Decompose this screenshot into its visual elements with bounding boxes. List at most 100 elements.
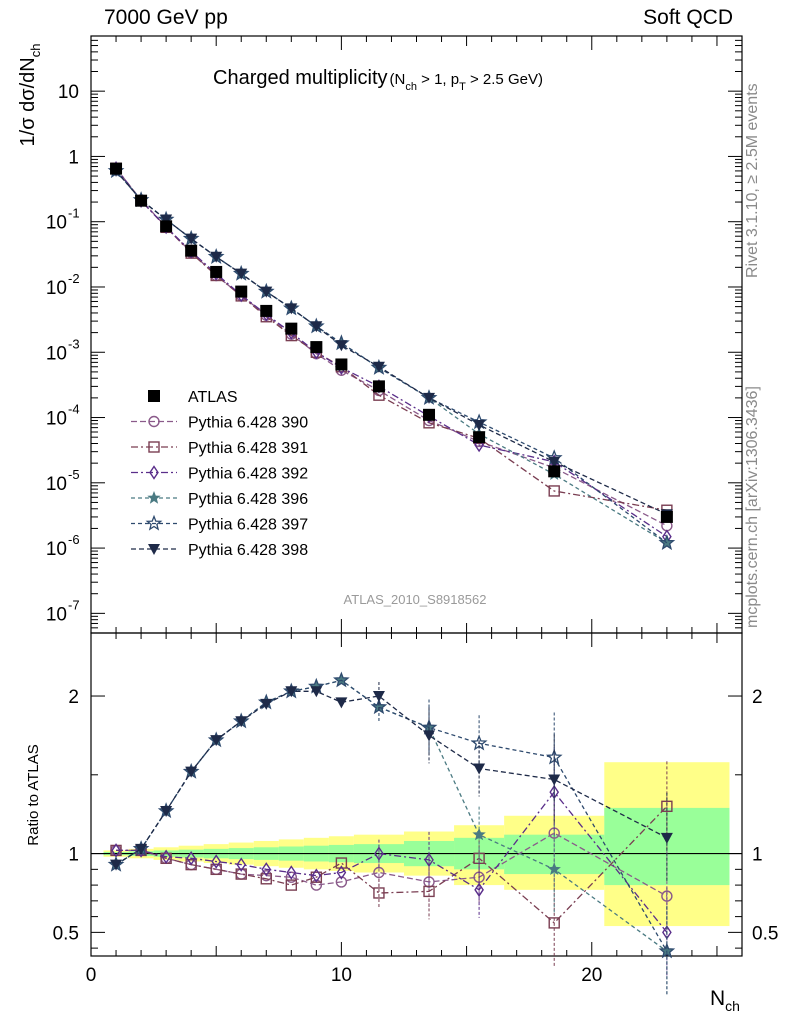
ratio-point-p392 xyxy=(211,854,222,869)
data-point-p398 xyxy=(260,286,273,298)
ratio-y-tick-label-right: 0.5 xyxy=(752,923,778,944)
x-tick-label: 20 xyxy=(581,965,602,986)
ratio-y-tick-label-right: 2 xyxy=(752,687,763,708)
ratio-point-p391 xyxy=(373,887,385,899)
legend-label-p392: Pythia 6.428 392 xyxy=(188,466,308,483)
data-point-p391 xyxy=(548,485,560,497)
ratio-point-p398 xyxy=(285,686,298,698)
ratio-point-p391 xyxy=(661,800,673,813)
ratio-y-tick-label: 1 xyxy=(68,845,79,866)
y-tick-label: 10 xyxy=(46,604,67,625)
ratio-point-p398 xyxy=(185,766,198,778)
x-axis-title-subscript: ch xyxy=(725,998,740,1014)
y-tick-exponent: -2 xyxy=(68,271,80,286)
y-tick-label: 10 xyxy=(46,278,67,299)
ratio-point-p392 xyxy=(424,852,434,868)
legend-label-p397: Pythia 6.428 397 xyxy=(188,517,308,534)
header-beam-label: 7000 GeV pp xyxy=(104,6,228,29)
plot-title-cuts: > 1, p xyxy=(417,71,459,88)
x-tick-label: 0 xyxy=(86,965,97,986)
ratio-line-p390 xyxy=(116,832,668,897)
data-point-p398 xyxy=(235,268,248,280)
series-line-p398 xyxy=(115,170,668,515)
legend-label-p398: Pythia 6.428 398 xyxy=(188,542,308,559)
legend-label-p390: Pythia 6.428 390 xyxy=(188,415,308,432)
header-process-label: Soft QCD xyxy=(643,6,733,29)
ratio-y-tick-label: 2 xyxy=(68,687,79,708)
y-tick-exponent: -3 xyxy=(68,336,80,351)
data-point-atlas xyxy=(235,285,248,298)
y-tick-label: 10 xyxy=(46,474,67,495)
ratio-point-p398 xyxy=(160,806,173,818)
legend-marker-p392 xyxy=(149,465,159,480)
data-point-p398 xyxy=(548,456,561,468)
ratio-point-p391 xyxy=(285,879,298,891)
ratio-point-p398 xyxy=(135,843,148,855)
ratio-point-p392 xyxy=(286,865,297,880)
data-point-atlas xyxy=(185,244,198,257)
plot-title-cuts: ch xyxy=(405,81,417,93)
data-point-p398 xyxy=(160,214,173,226)
ratio-axis-title: Ratio to ATLAS xyxy=(25,744,42,845)
y-tick-label: 10 xyxy=(46,213,67,234)
series-line-p397 xyxy=(115,170,668,544)
ratio-point-p397 xyxy=(333,671,350,688)
x-axis-title: Nch xyxy=(710,987,740,1014)
y-tick-label: 1 xyxy=(68,147,79,168)
data-point-atlas xyxy=(372,380,385,393)
legend-marker-p391 xyxy=(148,441,160,453)
data-point-atlas xyxy=(310,341,323,354)
data-point-p398 xyxy=(473,419,486,431)
data-point-p398 xyxy=(423,392,436,404)
data-point-atlas xyxy=(548,465,561,478)
ratio-y-tick-label-right: 1 xyxy=(752,845,763,866)
ratio-point-p391 xyxy=(335,857,348,869)
plot-title-cuts: > 2.5 GeV) xyxy=(466,71,543,88)
ratio-point-p392 xyxy=(161,849,171,864)
ratio-point-p391 xyxy=(548,917,560,929)
legend-label-p396: Pythia 6.428 396 xyxy=(188,491,308,508)
ratio-point-p390 xyxy=(310,879,323,891)
ratio-point-p396 xyxy=(334,673,348,686)
legend-label-atlas: ATLAS xyxy=(188,389,238,406)
data-point-p397 xyxy=(658,534,676,551)
data-point-atlas xyxy=(160,220,173,233)
legend-marker-p398 xyxy=(148,544,160,555)
ratio-y-tick-label: 0.5 xyxy=(53,923,79,944)
ratio-point-p396 xyxy=(309,679,323,693)
data-point-atlas xyxy=(660,510,673,523)
ratio-point-p391 xyxy=(235,868,247,880)
data-point-atlas xyxy=(210,265,223,278)
ratio-point-p391 xyxy=(260,873,272,885)
data-point-p398 xyxy=(372,361,385,373)
legend-marker-p397 xyxy=(145,514,163,531)
y-tick-label: 10 xyxy=(46,539,67,560)
data-point-atlas xyxy=(260,304,273,317)
data-point-atlas xyxy=(473,431,486,444)
data-point-atlas xyxy=(423,408,436,421)
ratio-point-p392 xyxy=(474,882,484,898)
ratio-point-p392 xyxy=(336,865,347,880)
ratio-point-p392 xyxy=(374,846,384,861)
y-axis-title-subscript: ch xyxy=(28,44,43,58)
ratio-point-p392 xyxy=(261,862,272,877)
plot-title: Charged multiplicity (Nch > 1, pT > 2.5 G… xyxy=(213,67,543,93)
legend-marker-p390 xyxy=(148,415,160,428)
y-tick-label: 10 xyxy=(46,343,67,364)
series-line-p391 xyxy=(115,167,668,511)
legend-marker-atlas xyxy=(148,390,160,402)
ratio-point-p396 xyxy=(472,827,486,841)
ratio-point-p398 xyxy=(310,686,323,698)
ratio-point-p398 xyxy=(110,859,123,871)
ratio-point-p392 xyxy=(311,868,322,883)
plot-title-cuts: (N xyxy=(390,71,406,88)
y-tick-exponent: -5 xyxy=(68,467,80,482)
ratio-point-p397 xyxy=(370,698,388,715)
plot-title-cuts: T xyxy=(459,81,466,93)
ratio-point-p397 xyxy=(658,942,676,959)
ratio-point-p398 xyxy=(548,774,561,786)
data-point-p398 xyxy=(285,303,298,315)
y-tick-exponent: -1 xyxy=(68,206,80,221)
ratio-point-p398 xyxy=(260,698,273,710)
